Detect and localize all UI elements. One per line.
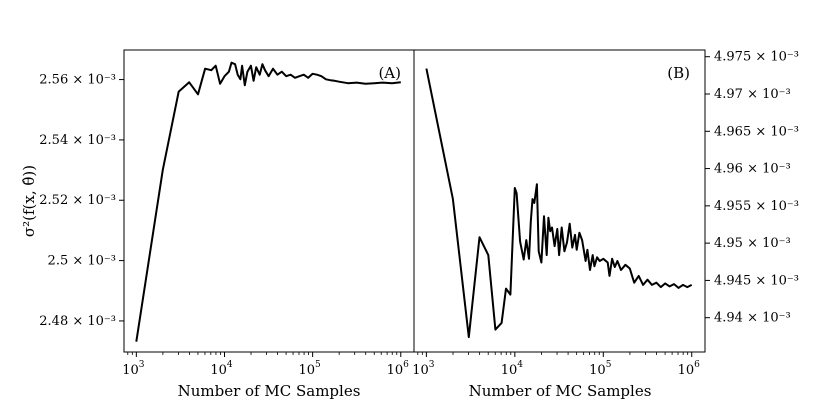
panel-a-x-minor-ticks bbox=[127, 352, 398, 355]
y-tick-label: 2.52 × 10⁻³ bbox=[39, 193, 116, 208]
x-tick-label: 105 bbox=[298, 360, 321, 378]
y-tick-label: 4.945 × 10⁻³ bbox=[714, 273, 799, 288]
y-tick-label: 2.54 × 10⁻³ bbox=[39, 133, 116, 148]
x-tick-label: 106 bbox=[387, 360, 410, 378]
panel-b-x-axis-label: Number of MC Samples bbox=[469, 382, 652, 400]
x-tick-label: 105 bbox=[589, 360, 612, 378]
y-tick-label: 4.975 × 10⁻³ bbox=[714, 50, 799, 65]
y-tick-label: 4.97 × 10⁻³ bbox=[714, 87, 791, 102]
panel-b: 4.94 × 10⁻³ 4.945 × 10⁻³ 4.95 × 10⁻³ 4.955 … bbox=[412, 49, 799, 400]
panel-a-series-line bbox=[135, 61, 401, 342]
panel-a-y-ticks: 2.48 × 10⁻³ 2.5 × 10⁻³ 2.52 × 10⁻³ 2.54 × 1… bbox=[39, 73, 124, 329]
y-tick-label: 2.48 × 10⁻³ bbox=[39, 314, 116, 329]
x-tick-label: 103 bbox=[412, 360, 435, 378]
x-tick-label: 106 bbox=[678, 360, 701, 378]
x-tick-label: 104 bbox=[501, 360, 524, 378]
panel-b-y-ticks: 4.94 × 10⁻³ 4.945 × 10⁻³ 4.95 × 10⁻³ 4.955 … bbox=[705, 50, 799, 326]
panel-b-label: (B) bbox=[667, 64, 690, 82]
y-tick-label: 2.5 × 10⁻³ bbox=[48, 254, 116, 269]
panel-a-x-axis-label: Number of MC Samples bbox=[178, 382, 361, 400]
y-tick-label: 4.965 × 10⁻³ bbox=[714, 124, 799, 139]
panel-b-x-minor-ticks bbox=[417, 352, 689, 355]
panel-a: 2.48 × 10⁻³ 2.5 × 10⁻³ 2.52 × 10⁻³ 2.54 × 1… bbox=[20, 49, 415, 400]
y-tick-label: 4.96 × 10⁻³ bbox=[714, 162, 791, 177]
panel-b-frame bbox=[413, 49, 706, 353]
x-tick-label: 103 bbox=[122, 360, 145, 378]
panel-b-series-line bbox=[425, 68, 693, 339]
y-tick-label: 4.955 × 10⁻³ bbox=[714, 199, 799, 214]
y-tick-label: 4.95 × 10⁻³ bbox=[714, 236, 791, 251]
y-axis-label: σ²(f(x, θ̂)) bbox=[20, 165, 38, 237]
panel-a-x-ticks: 103 104 105 106 bbox=[122, 352, 409, 378]
y-tick-label: 2.56 × 10⁻³ bbox=[39, 73, 116, 88]
panel-a-frame bbox=[123, 49, 415, 353]
panel-a-label: (A) bbox=[378, 64, 401, 82]
x-tick-label: 104 bbox=[210, 360, 233, 378]
panel-b-x-ticks: 103 104 105 106 bbox=[412, 352, 700, 378]
y-tick-label: 4.94 × 10⁻³ bbox=[714, 311, 791, 326]
